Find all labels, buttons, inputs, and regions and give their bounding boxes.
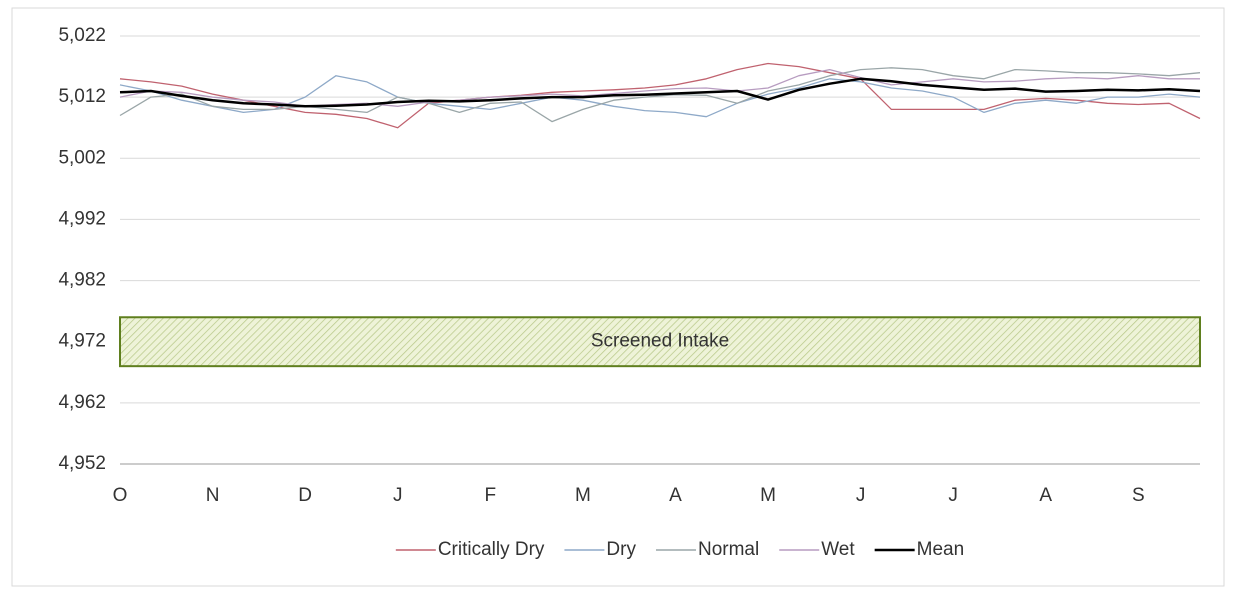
legend-label: Dry (606, 539, 636, 560)
x-tick-label: A (1039, 485, 1052, 506)
legend-label: Normal (698, 539, 759, 560)
x-tick-label: D (298, 485, 312, 506)
x-tick-label: J (948, 485, 958, 506)
x-tick-label: F (484, 485, 496, 506)
x-tick-label: J (856, 485, 866, 506)
x-tick-label: N (206, 485, 220, 506)
x-tick-label: M (760, 485, 776, 506)
x-tick-label: J (393, 485, 403, 506)
y-tick-label: 4,982 (58, 270, 106, 291)
screened-intake-band (119, 316, 1201, 368)
x-tick-label: A (669, 485, 682, 506)
y-tick-label: 4,952 (58, 453, 106, 474)
y-tick-label: 4,992 (58, 208, 106, 229)
band-label: Screened Intake (591, 331, 729, 352)
series-line (119, 77, 1201, 108)
chart-frame (11, 7, 1225, 587)
y-tick-label: 5,012 (58, 86, 106, 107)
x-tick-label: M (575, 485, 591, 506)
legend-label: Critically Dry (438, 539, 545, 560)
y-tick-label: 5,022 (58, 25, 106, 46)
x-tick-label: S (1132, 485, 1145, 506)
y-tick-label: 4,972 (58, 331, 106, 352)
legend-label: Mean (917, 539, 965, 560)
legend-label: Wet (821, 539, 855, 560)
x-tick-label: O (113, 485, 128, 506)
series-line (119, 62, 1201, 129)
y-tick-label: 4,962 (58, 392, 106, 413)
y-tick-label: 5,002 (58, 147, 106, 168)
series-line (119, 75, 1201, 118)
